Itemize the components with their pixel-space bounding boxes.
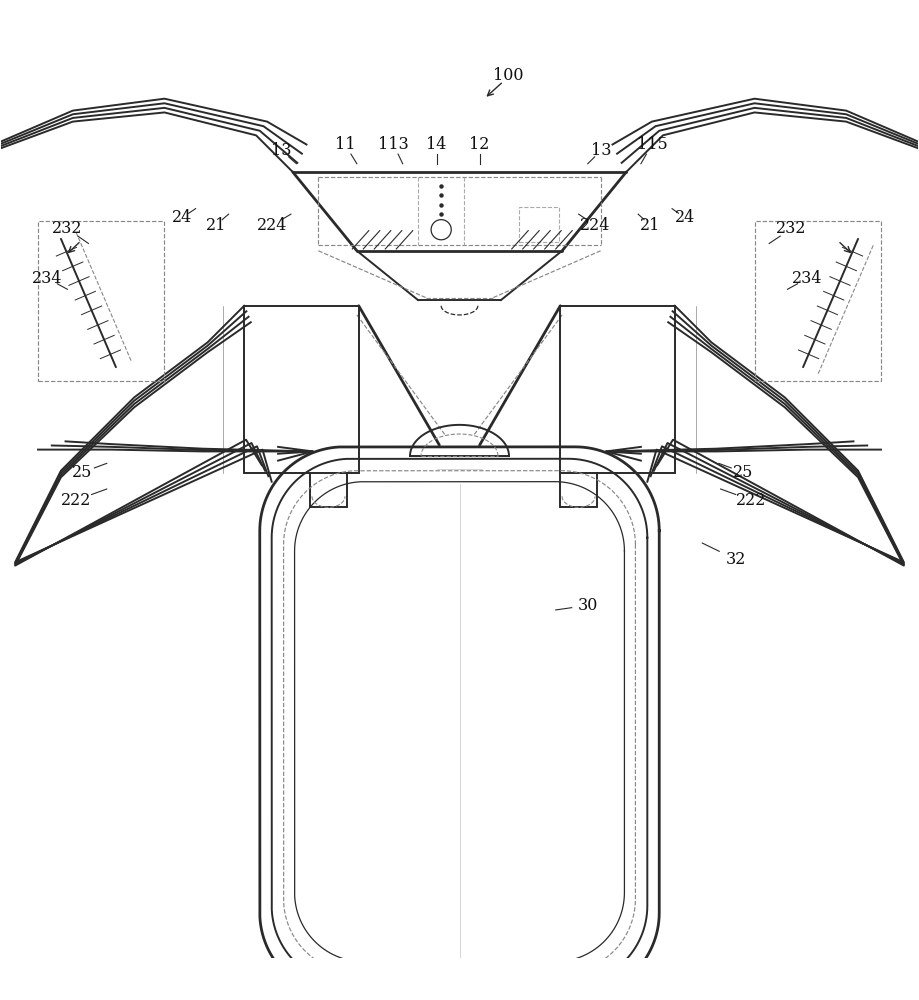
Text: 224: 224 bbox=[580, 217, 610, 234]
Text: 13: 13 bbox=[591, 142, 612, 159]
Text: 14: 14 bbox=[426, 136, 447, 153]
Text: 224: 224 bbox=[257, 217, 288, 234]
Text: 25: 25 bbox=[733, 464, 754, 481]
Text: 222: 222 bbox=[736, 492, 766, 509]
Text: 12: 12 bbox=[470, 136, 490, 153]
Text: 24: 24 bbox=[172, 209, 192, 226]
Bar bbox=[38, 221, 165, 381]
Text: 234: 234 bbox=[792, 270, 823, 287]
Bar bbox=[519, 207, 560, 242]
Text: 115: 115 bbox=[637, 136, 667, 153]
Text: 11: 11 bbox=[335, 136, 356, 153]
Text: 13: 13 bbox=[270, 142, 291, 159]
Bar bbox=[754, 221, 881, 381]
Text: 30: 30 bbox=[577, 597, 598, 614]
Text: 25: 25 bbox=[72, 464, 92, 481]
Text: 232: 232 bbox=[776, 220, 806, 237]
Text: 234: 234 bbox=[32, 270, 62, 287]
Text: 232: 232 bbox=[52, 220, 83, 237]
Text: 32: 32 bbox=[726, 551, 746, 568]
Bar bbox=[244, 306, 358, 473]
Text: 21: 21 bbox=[640, 217, 660, 234]
Text: 100: 100 bbox=[493, 67, 523, 84]
Text: 21: 21 bbox=[206, 217, 226, 234]
Bar bbox=[561, 306, 675, 473]
Text: 222: 222 bbox=[62, 492, 92, 509]
Text: 113: 113 bbox=[378, 136, 409, 153]
Text: 24: 24 bbox=[675, 209, 695, 226]
